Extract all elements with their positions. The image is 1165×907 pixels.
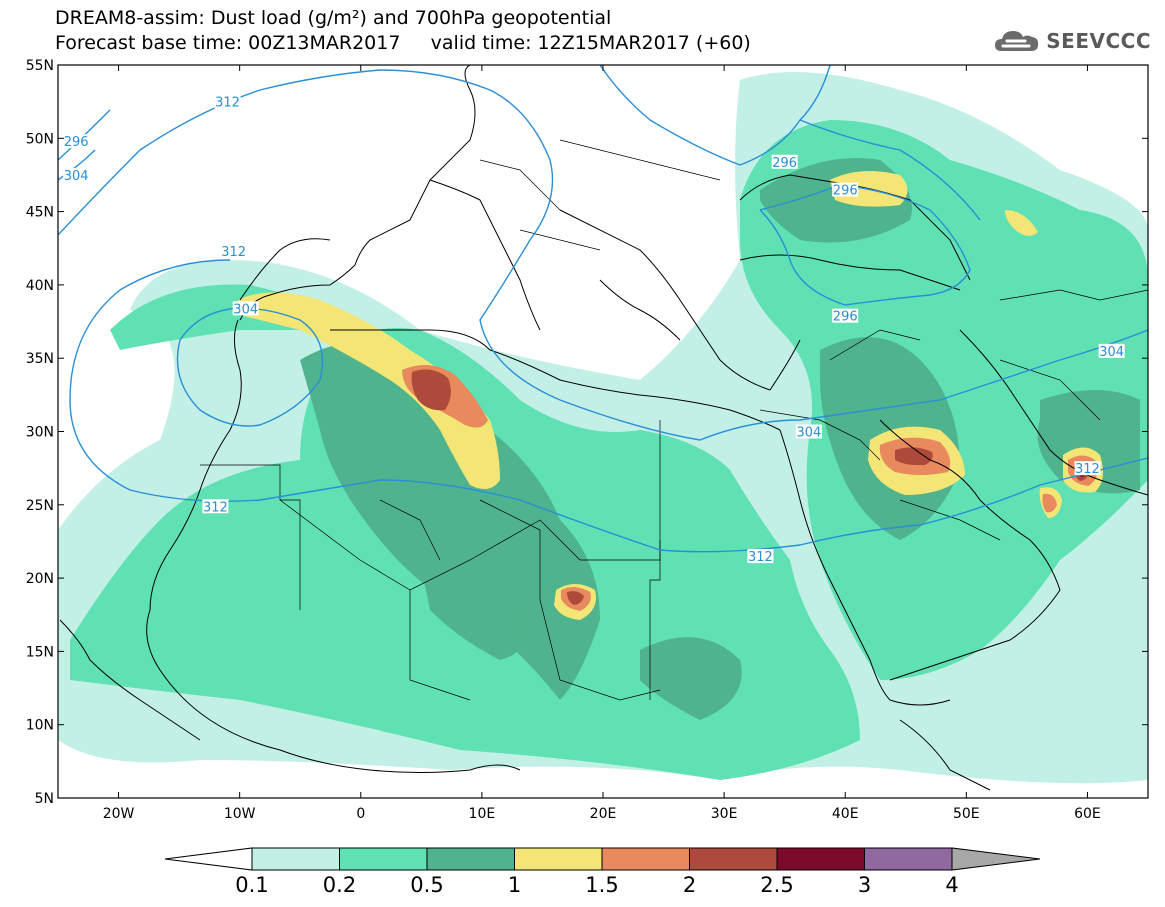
lon-tick-label: 40E: [832, 806, 859, 822]
contour-label: 312: [203, 500, 228, 515]
colorbar-swatch-3: [514, 847, 603, 871]
lat-tick-label: 55N: [26, 58, 54, 74]
lon-tick-label: 50E: [953, 806, 980, 822]
colorbar: 0.1 0.2 0.5 1 1.5 2 2.5 3 4: [164, 847, 1041, 897]
contour-label-bg: [63, 134, 90, 149]
contour-label: 312: [221, 245, 246, 260]
contour-label-bg: [220, 244, 247, 259]
lon-tick-label: 20E: [590, 806, 617, 822]
contour-label-bg: [214, 94, 241, 109]
dust-load-shading: [58, 72, 1148, 784]
coastlines-and-borders: [59, 65, 1148, 791]
title-line-2: Forecast base time: 00Z13MAR2017 valid t…: [55, 32, 751, 54]
colorbar-under-triangle: [164, 847, 253, 871]
lon-tick-label: 10W: [224, 806, 256, 822]
colorbar-label: 2.5: [760, 873, 793, 897]
contour-label-bg: [747, 549, 774, 564]
longitude-axis: 20W 10W 0 10E 20E 30E 40E 50E 60E: [103, 65, 1101, 822]
lat-tick-label: 25N: [26, 498, 54, 514]
contour-label: 304: [64, 169, 89, 184]
lon-tick-label: 20W: [103, 806, 135, 822]
colorbar-label: 1: [508, 873, 521, 897]
contour-label: 296: [772, 156, 797, 171]
colorbar-label: 0.5: [410, 873, 443, 897]
contour-label-bg: [202, 499, 229, 514]
colorbar-label: 3: [858, 873, 871, 897]
lat-tick-label: 10N: [26, 718, 54, 734]
lon-tick-label: 0: [356, 806, 365, 822]
contour-label-bg: [832, 308, 859, 323]
latitude-axis: 55N 50N 45N 40N 35N 30N 25N 20N 15N 10N 5N: [26, 58, 1148, 807]
colorbar-swatch-5: [689, 847, 778, 871]
contour-label-bg: [832, 182, 859, 197]
colorbar-swatch-2: [426, 847, 515, 871]
colorbar-label: 0.2: [323, 873, 356, 897]
lat-tick-label: 15N: [26, 644, 54, 660]
contour-label-bg: [1098, 343, 1125, 358]
contour-labels: 312 296 304 312 304 312 296 296 296 304 304 312 312: [63, 94, 1125, 565]
contour-label: 296: [833, 310, 858, 325]
brand-logo: SEEVCCC: [993, 26, 1151, 56]
colorbar-label: 0.1: [235, 873, 268, 897]
colorbar-label: 4: [945, 873, 958, 897]
cloud-icon: [995, 31, 1039, 51]
colorbar-label: 2: [683, 873, 696, 897]
contour-label: 304: [796, 426, 821, 441]
contour-label-bg: [771, 154, 798, 169]
colorbar-label: 1.5: [585, 873, 618, 897]
contour-label-bg: [795, 424, 822, 439]
lat-tick-label: 30N: [26, 425, 54, 441]
contour-label: 304: [1099, 345, 1124, 360]
lat-tick-label: 20N: [26, 571, 54, 587]
colorbar-swatch-6: [776, 847, 865, 871]
lat-tick-label: 45N: [26, 205, 54, 221]
contour-label-bg: [1074, 461, 1101, 476]
contour-label: 296: [64, 135, 89, 150]
contour-label: 296: [833, 184, 858, 199]
contour-label: 304: [233, 302, 258, 317]
contour-label-bg: [232, 301, 259, 316]
lat-tick-label: 35N: [26, 351, 54, 367]
lat-tick-label: 40N: [26, 278, 54, 294]
contour-label: 312: [748, 550, 773, 565]
colorbar-swatch-7: [864, 847, 953, 871]
contour-label: 312: [215, 96, 240, 111]
colorbar-over-triangle: [951, 847, 1041, 871]
lon-tick-label: 60E: [1074, 806, 1101, 822]
lon-tick-label: 30E: [711, 806, 738, 822]
contour-label: 312: [1075, 462, 1100, 477]
colorbar-swatch-4: [601, 847, 690, 871]
brand-name: SEEVCCC: [1046, 29, 1151, 53]
colorbar-swatch-1: [339, 847, 428, 871]
title-line-1: DREAM8-assim: Dust load (g/m²) and 700hP…: [55, 7, 612, 29]
colorbar-swatch-0: [251, 847, 340, 871]
lat-tick-label: 5N: [35, 791, 54, 807]
lon-tick-label: 10E: [469, 806, 496, 822]
contour-label-bg: [63, 167, 90, 182]
lat-tick-label: 50N: [26, 131, 54, 147]
